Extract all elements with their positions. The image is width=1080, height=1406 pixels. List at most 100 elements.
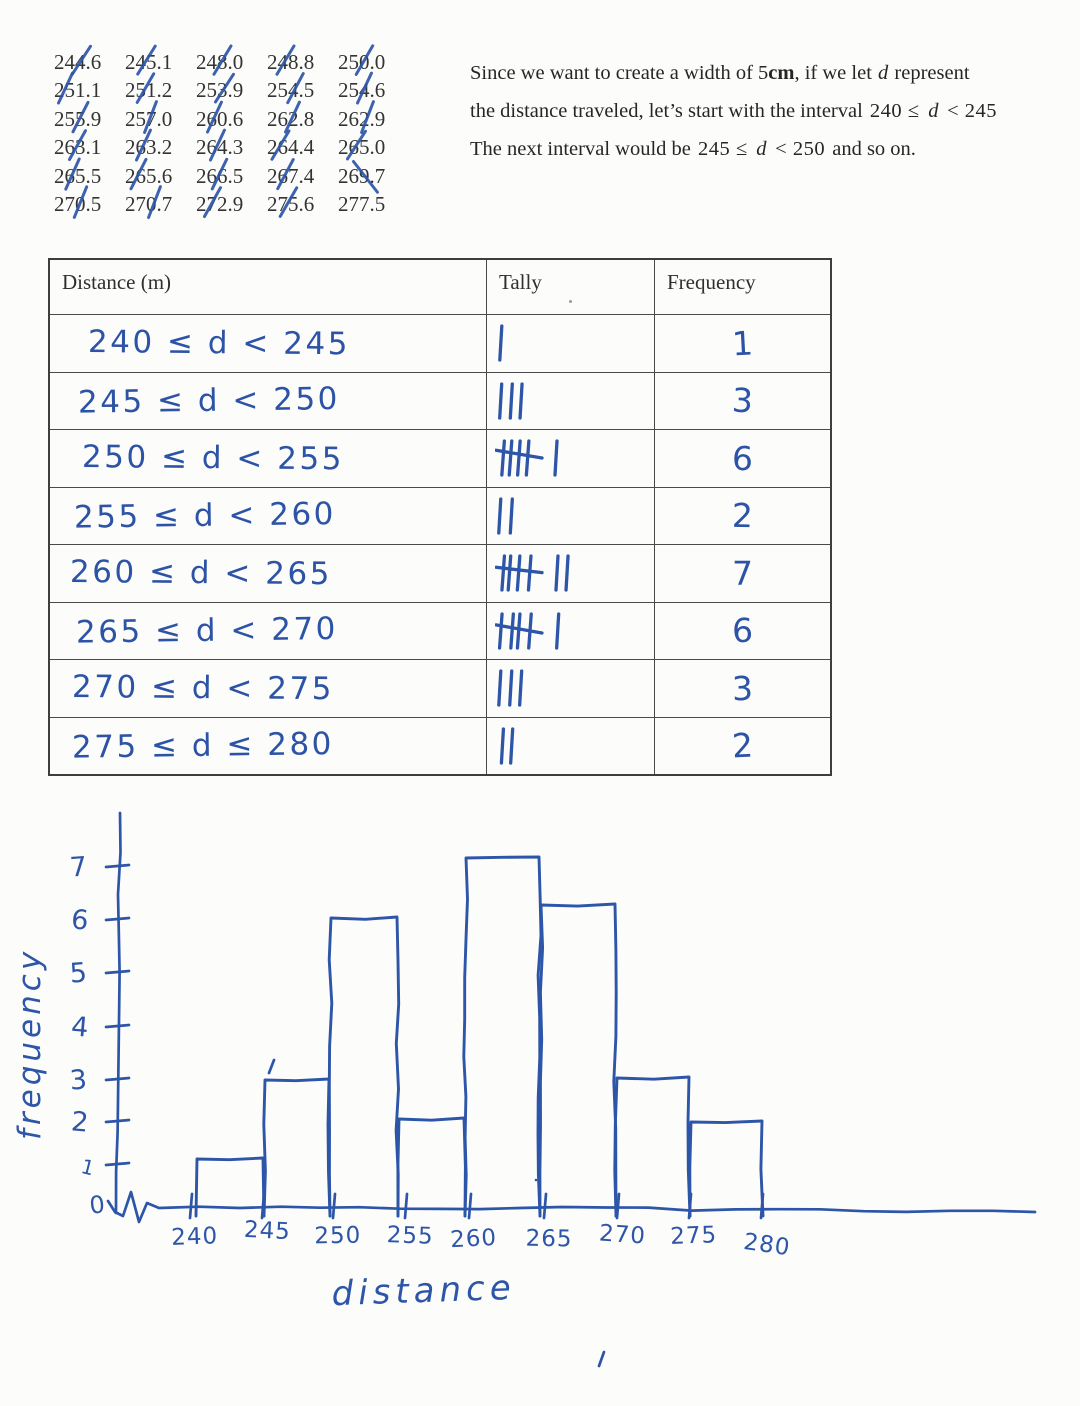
text-segment: Since we want to create a width of 5 <box>470 62 769 84</box>
frequency-cell: 7 <box>655 545 830 602</box>
bar-270–275 <box>613 1075 692 1218</box>
bar-255–260 <box>396 1116 467 1218</box>
table-row: 240 ≤ d < 245 1 <box>50 314 830 372</box>
scan-speck <box>569 300 572 303</box>
chart-label: 255 <box>386 1222 434 1250</box>
tally-cell <box>487 545 655 602</box>
x-axis-title: distance <box>331 1268 516 1314</box>
explanation-paragraph: Since we want to create a width of 5cm, … <box>470 54 1030 168</box>
data-value: 253.9 <box>196 72 254 106</box>
chart-label: 6 <box>70 904 90 936</box>
interval-cell: 275 ≤ d ≤ 280 <box>50 717 487 774</box>
chart-label: 5 <box>69 957 88 989</box>
tally-marks <box>499 727 515 765</box>
tally-marks <box>495 612 561 650</box>
histogram-bars <box>194 855 765 1218</box>
chart-label: 260 <box>450 1225 498 1253</box>
text-segment: represent <box>889 62 970 84</box>
data-value: 248.0 <box>196 43 254 78</box>
text-segment: d <box>756 138 767 160</box>
data-value: 277.5 <box>338 191 386 216</box>
chart-label: 7 <box>69 851 88 883</box>
data-value: 275.6 <box>267 185 325 220</box>
bar-240–245 <box>194 1156 266 1218</box>
chart-label: 1 <box>79 1154 97 1180</box>
chart-label: 245 <box>243 1217 291 1245</box>
table-row: 275 ≤ d ≤ 280 2 <box>50 716 830 774</box>
data-value: 265.0 <box>338 129 396 163</box>
chart-label: 250 <box>314 1223 361 1250</box>
text-segment: the distance traveled, let’s start with … <box>470 100 868 122</box>
data-value: 251.2 <box>125 72 183 106</box>
header-tally: Tally <box>487 260 655 314</box>
paragraph-line: the distance traveled, let’s start with … <box>470 92 1030 130</box>
data-value: 266.5 <box>196 156 254 192</box>
text-segment: 240 ≤ <box>869 100 926 122</box>
table-row: 260 ≤ d < 265 7 <box>50 544 830 602</box>
chart-label: 0 <box>88 1190 106 1219</box>
interval-cell: 255 ≤ d < 260 <box>50 487 487 544</box>
interval-cell: 265 ≤ d < 270 <box>50 602 487 659</box>
text-segment: , if we let <box>794 62 878 84</box>
table-row: 245 ≤ d < 250 3 <box>50 371 830 429</box>
bar-265–270 <box>538 902 618 1218</box>
chart-label: 280 <box>742 1229 792 1261</box>
data-value: 270.7 <box>125 184 183 220</box>
chart-label: 240 <box>171 1223 219 1251</box>
text-segment: cm <box>768 62 795 84</box>
tally-cell <box>487 602 655 659</box>
data-list: 244.6 245.1 248.0 248.8 250.0 251.1 251.2 253.9… <box>54 43 409 220</box>
data-value: 264.4 <box>267 129 325 163</box>
data-value: 262.8 <box>267 99 325 135</box>
data-value: 263.2 <box>125 128 183 163</box>
chart-label: 265 <box>525 1226 572 1253</box>
frequency-table: Distance (m) Tally Frequency 240 ≤ d < 2… <box>48 258 832 776</box>
bar-250–255 <box>327 915 401 1218</box>
frequency-value: 7 <box>732 553 753 593</box>
data-value: 272.9 <box>196 185 254 220</box>
header-distance: Distance (m) <box>50 260 487 314</box>
text-segment: d <box>928 100 939 122</box>
chart-label: 4 <box>70 1011 90 1043</box>
data-value: 270.5 <box>54 184 112 220</box>
bar-260–265 <box>462 855 543 1218</box>
table-row: 265 ≤ d < 270 6 <box>50 601 830 659</box>
text-segment: The next interval would be <box>470 138 697 160</box>
data-value: 250.0 <box>338 43 396 78</box>
interval-cell: 260 ≤ d < 265 <box>50 545 487 602</box>
y-axis-title: frequency <box>12 948 48 1140</box>
header-frequency: Frequency <box>667 270 756 294</box>
data-value: 267.4 <box>267 157 325 192</box>
interval-cell: 245 ≤ d < 250 <box>50 372 487 429</box>
tally-cell <box>487 430 655 487</box>
stray-pen-marks <box>267 1058 606 1368</box>
tally-cell <box>487 315 655 372</box>
text-segment: and so on. <box>827 138 916 160</box>
text-segment: d <box>878 62 889 84</box>
bar-245–250 <box>262 1077 332 1218</box>
data-value: 264.3 <box>196 128 254 163</box>
tally-marks <box>497 669 524 707</box>
tally-marks <box>498 324 504 362</box>
paragraph-line: Since we want to create a width of 5cm, … <box>470 54 1030 92</box>
interval-cell: 250 ≤ d < 255 <box>50 430 487 487</box>
table-row: 250 ≤ d < 255 6 <box>50 429 830 487</box>
axes: 1 2 3 4 5 6 7 0 240 245 250 255 260 265 270 275 280 frequ… <box>12 811 1037 1314</box>
tally-cell <box>487 372 655 429</box>
data-value: 244.6 <box>54 44 112 78</box>
tally-cell <box>487 487 655 544</box>
table-row: 270 ≤ d < 275 3 <box>50 659 830 717</box>
paragraph-line: The next interval would be 245 ≤ d < 250… <box>470 130 1030 168</box>
tally-marks <box>495 554 570 592</box>
tally-cell <box>487 717 655 774</box>
tally-marks <box>495 439 559 477</box>
data-value: 265.6 <box>125 156 183 192</box>
data-value: 254.6 <box>338 71 396 106</box>
tally-marks <box>497 497 514 535</box>
chart-label: 2 <box>70 1106 90 1138</box>
tally-cell <box>487 660 655 717</box>
data-value: 254.5 <box>267 71 325 106</box>
table-row: 255 ≤ d < 260 2 <box>50 486 830 544</box>
